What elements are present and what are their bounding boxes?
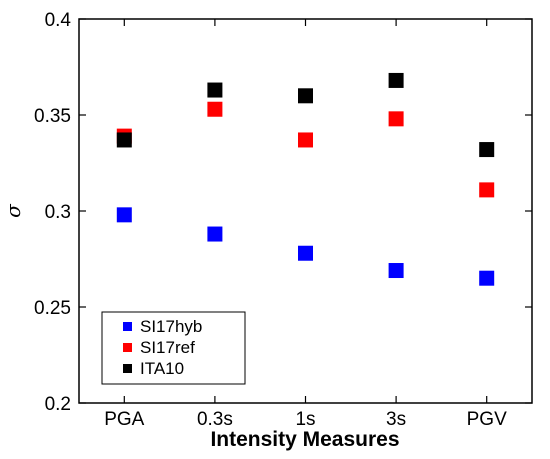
legend-label-ita10: ITA10 (140, 359, 184, 378)
legend-marker-ita10 (123, 364, 132, 373)
legend-label-si17ref: SI17ref (140, 338, 195, 357)
point-si17hyb (298, 245, 313, 261)
y-axis-title: σ (1, 203, 25, 218)
x-tick-label: PGV (467, 409, 507, 430)
y-tick-label: 0.25 (34, 298, 71, 319)
y-tick-label: 0.3 (45, 202, 71, 223)
point-ita10 (388, 72, 404, 88)
point-si17hyb (388, 263, 404, 279)
point-si17hyb (116, 207, 132, 223)
point-ita10 (116, 132, 132, 148)
point-si17ref (388, 111, 404, 127)
point-ita10 (479, 142, 495, 158)
x-tick-label: 3s (386, 409, 406, 430)
x-tick-label: PGA (104, 409, 144, 430)
x-tick-label: 0.3s (197, 409, 233, 430)
legend-marker-si17hyb (123, 322, 132, 331)
legend: SI17hyb SI17ref ITA10 (101, 311, 246, 385)
point-si17hyb (207, 226, 223, 242)
point-ita10 (298, 88, 313, 104)
x-axis: PGA 0.3s 1s 3s PGV (104, 19, 507, 430)
point-si17ref (207, 101, 223, 117)
y-axis: 0.2 0.25 0.3 0.35 0.4 (34, 10, 532, 415)
point-si17ref (298, 132, 313, 148)
x-axis-title: Intensity Measures (210, 428, 399, 451)
data-points (116, 72, 495, 286)
x-tick-label: 1s (295, 409, 315, 430)
y-tick-label: 0.35 (34, 106, 71, 127)
point-si17ref (479, 182, 495, 198)
point-ita10 (207, 82, 223, 98)
y-tick-label: 0.2 (45, 394, 71, 415)
y-tick-label: 0.4 (45, 10, 72, 31)
point-si17hyb (479, 270, 495, 286)
legend-label-si17hyb: SI17hyb (140, 317, 202, 336)
legend-marker-si17ref (123, 343, 132, 352)
